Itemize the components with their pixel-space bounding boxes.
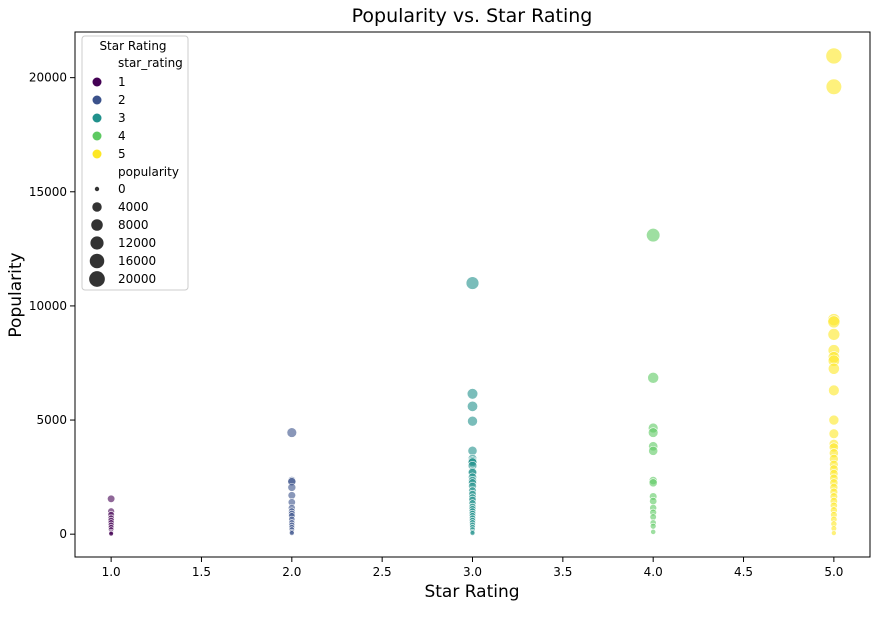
data-point bbox=[825, 47, 843, 65]
data-point bbox=[469, 530, 476, 536]
legend-size-marker bbox=[90, 236, 104, 250]
y-tick-label: 20000 bbox=[29, 71, 67, 85]
data-point bbox=[825, 78, 842, 95]
data-point bbox=[828, 414, 840, 426]
legend-size-title: popularity bbox=[118, 165, 179, 179]
legend-box bbox=[81, 35, 189, 291]
data-point bbox=[286, 427, 297, 438]
data-point bbox=[827, 362, 840, 375]
data-point bbox=[648, 445, 659, 456]
x-tick-label: 3.5 bbox=[553, 565, 572, 579]
legend-hue-marker bbox=[92, 77, 102, 87]
legend-hue-marker bbox=[92, 113, 102, 123]
data-point bbox=[649, 522, 657, 530]
y-axis: 0 5000 10000 15000 20000 bbox=[29, 71, 75, 541]
data-point bbox=[467, 400, 478, 412]
y-axis-label: Popularity bbox=[6, 252, 26, 337]
data-point bbox=[289, 530, 295, 536]
data-point bbox=[465, 276, 480, 290]
data-point bbox=[650, 528, 657, 535]
legend-hue-label: 4 bbox=[118, 129, 126, 143]
x-tick-label: 1.5 bbox=[192, 565, 211, 579]
data-point bbox=[648, 427, 659, 438]
legend-hue-marker bbox=[92, 95, 102, 105]
legend-size-label: 0 bbox=[118, 182, 126, 196]
legend-hue-label: 2 bbox=[118, 93, 126, 107]
data-point bbox=[646, 228, 661, 243]
legend-size-marker bbox=[91, 219, 103, 231]
data-point bbox=[108, 531, 114, 537]
chart-title: Popularity vs. Star Rating bbox=[352, 5, 593, 27]
data-point bbox=[828, 384, 840, 397]
legend-hue-marker bbox=[92, 149, 102, 159]
y-tick-label: 5000 bbox=[36, 413, 67, 427]
legend-hue-label: 3 bbox=[118, 111, 126, 125]
legend-hue-label: 1 bbox=[118, 75, 126, 89]
legend-hue-title: star_rating bbox=[118, 56, 183, 70]
legend-hue-marker bbox=[92, 131, 102, 141]
data-point bbox=[287, 483, 297, 492]
x-tick-label: 1.0 bbox=[102, 565, 121, 579]
x-tick-label: 5.0 bbox=[824, 565, 843, 579]
data-point bbox=[466, 388, 479, 400]
x-tick-label: 2.5 bbox=[373, 565, 392, 579]
x-tick-label: 4.0 bbox=[644, 565, 663, 579]
data-point bbox=[287, 491, 296, 500]
data-point bbox=[649, 513, 657, 521]
y-tick-label: 15000 bbox=[29, 185, 67, 199]
legend-size-label: 12000 bbox=[118, 236, 156, 250]
legend: Star Rating star_rating 1 2 3 4 5 popularity… bbox=[81, 35, 189, 291]
legend-size-label: 8000 bbox=[118, 218, 149, 232]
legend-size-marker bbox=[92, 202, 102, 212]
y-tick-label: 0 bbox=[59, 527, 67, 541]
x-axis: 1.0 1.5 2.0 2.5 3.0 3.5 4.0 4.5 5.0 bbox=[102, 557, 843, 579]
data-point bbox=[828, 428, 840, 439]
legend-size-label: 20000 bbox=[118, 272, 156, 286]
data-point bbox=[107, 494, 116, 503]
legend-size-label: 16000 bbox=[118, 254, 156, 268]
data-point bbox=[467, 415, 478, 427]
y-tick-label: 10000 bbox=[29, 299, 67, 313]
legend-size-marker bbox=[89, 253, 105, 269]
data-point bbox=[831, 530, 837, 536]
legend-title: Star Rating bbox=[99, 39, 166, 53]
data-point bbox=[827, 328, 841, 341]
legend-size-marker bbox=[89, 271, 105, 287]
legend-hue-label: 5 bbox=[118, 147, 126, 161]
legend-size-label: 4000 bbox=[118, 200, 149, 214]
data-points bbox=[107, 47, 843, 537]
x-tick-label: 3.0 bbox=[463, 565, 482, 579]
x-tick-label: 4.5 bbox=[734, 565, 753, 579]
data-point bbox=[648, 478, 658, 488]
data-point bbox=[647, 372, 659, 384]
x-tick-label: 2.0 bbox=[282, 565, 301, 579]
legend-size-marker bbox=[94, 186, 100, 192]
data-point bbox=[649, 497, 658, 506]
data-point bbox=[827, 315, 841, 329]
x-axis-label: Star Rating bbox=[424, 582, 519, 602]
